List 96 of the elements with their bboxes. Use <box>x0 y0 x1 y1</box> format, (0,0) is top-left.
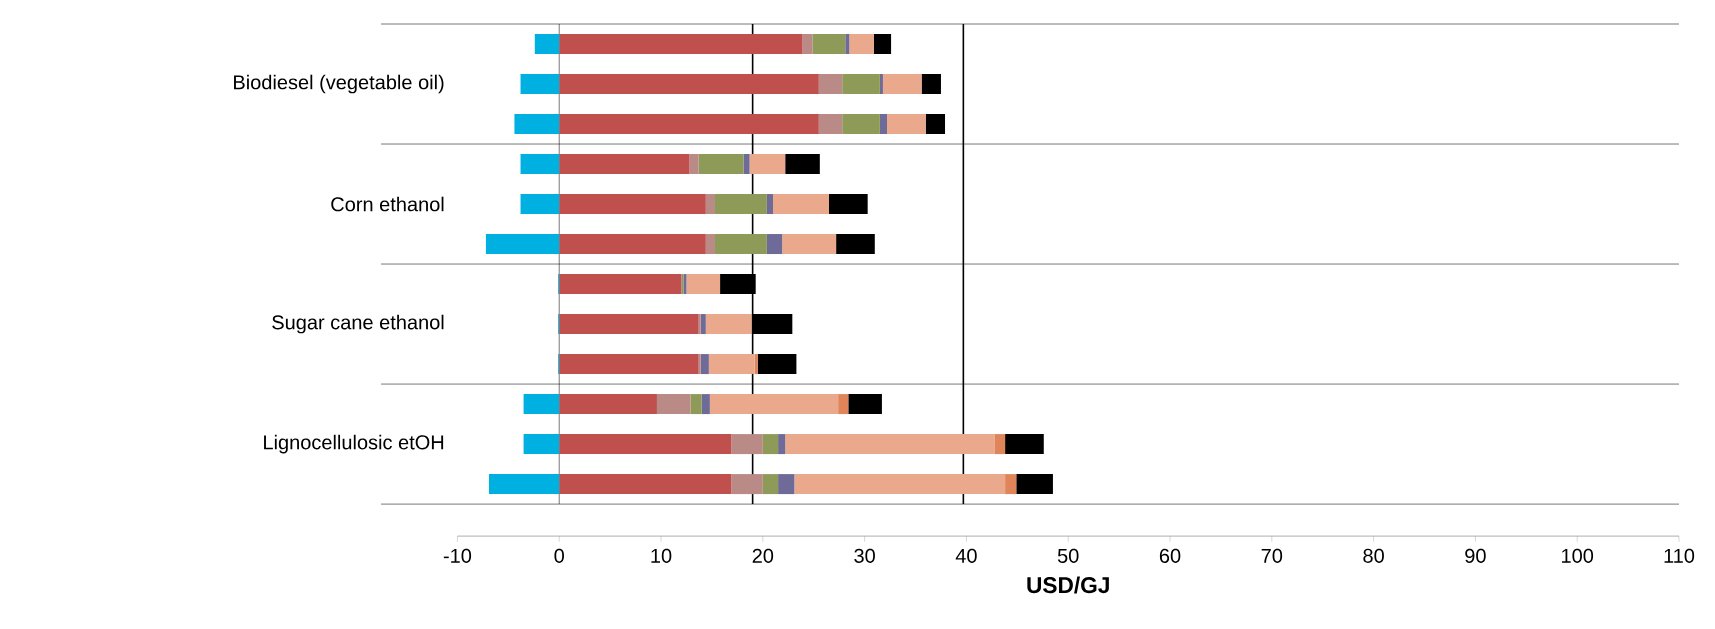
bar <box>1005 433 1044 454</box>
bar <box>848 393 882 414</box>
x-tick-label: 40 <box>955 548 977 563</box>
bar <box>656 393 691 414</box>
x-tick-label: 60 <box>1159 548 1181 563</box>
bar <box>1005 473 1017 494</box>
bar <box>887 113 926 134</box>
bar <box>523 393 560 414</box>
bar <box>686 273 721 294</box>
bar <box>842 73 880 94</box>
bar <box>705 193 715 214</box>
x-tick-label: 20 <box>752 548 774 563</box>
bar <box>559 273 682 294</box>
bar <box>708 353 755 374</box>
bar <box>818 73 843 94</box>
bar <box>925 113 946 134</box>
bar <box>818 113 843 134</box>
bar <box>559 33 803 54</box>
bar <box>559 473 732 494</box>
bar <box>559 113 819 134</box>
bar <box>520 153 560 174</box>
x-axis-title: USD/GJ <box>1027 576 1109 594</box>
x-tick-label: 10 <box>651 548 672 563</box>
bar <box>709 393 839 414</box>
bar <box>698 153 744 174</box>
bar <box>778 473 795 494</box>
bar <box>520 193 560 214</box>
bar <box>828 193 868 214</box>
bar <box>731 433 763 454</box>
bar <box>559 353 699 374</box>
bar <box>766 233 783 254</box>
bar <box>700 313 706 334</box>
bar <box>698 353 701 374</box>
x-tick-label: 90 <box>1465 548 1486 563</box>
bar <box>705 313 752 334</box>
bar <box>700 353 709 374</box>
x-tick-label: 0 <box>554 548 564 563</box>
bar <box>701 393 710 414</box>
bar <box>559 393 657 414</box>
bar <box>812 33 846 54</box>
bar <box>802 33 813 54</box>
bar <box>879 73 883 94</box>
bar <box>488 473 560 494</box>
bar <box>559 73 819 94</box>
bar <box>994 433 1006 454</box>
bar <box>754 353 758 374</box>
bar <box>882 73 922 94</box>
bar <box>534 33 560 54</box>
y-tick-label: Corn ethanol <box>331 196 444 212</box>
y-tick-label: Sugar cane ethanol <box>272 314 444 334</box>
y-tick-label: Lignocellulosic etOH <box>264 434 444 454</box>
bar <box>921 73 941 94</box>
bar <box>689 153 699 174</box>
bar <box>762 473 779 494</box>
bar <box>698 313 701 334</box>
bar <box>842 113 880 134</box>
x-tick-label: -10 <box>443 548 472 563</box>
bar <box>705 233 715 254</box>
y-tick-label: Biodiesel (vegetable oil) <box>234 74 444 94</box>
bar <box>514 113 560 134</box>
bar <box>559 313 699 334</box>
bar <box>873 33 892 54</box>
bar <box>743 153 750 174</box>
bar <box>731 473 763 494</box>
x-tick-label: 100 <box>1562 548 1594 563</box>
bar <box>559 193 706 214</box>
bar <box>520 73 560 94</box>
bar <box>559 433 732 454</box>
bar <box>838 393 849 414</box>
bar <box>523 433 560 454</box>
bar <box>794 473 1006 494</box>
bar <box>485 233 560 254</box>
bar <box>785 433 995 454</box>
x-tick-label: 70 <box>1261 548 1283 563</box>
bar <box>714 193 767 214</box>
bar <box>879 113 888 134</box>
bar <box>757 353 797 374</box>
x-tick-label: 30 <box>854 548 875 563</box>
bar <box>836 233 875 254</box>
x-tick-label: 80 <box>1363 548 1384 563</box>
bar <box>1016 473 1053 494</box>
bar <box>714 233 767 254</box>
bar <box>772 193 829 214</box>
bar <box>749 153 786 174</box>
x-tick-label: 110 <box>1664 548 1695 563</box>
bar <box>762 433 779 454</box>
bar <box>559 233 706 254</box>
bar <box>849 33 874 54</box>
bar <box>559 153 690 174</box>
bar <box>845 33 850 54</box>
bar <box>785 153 820 174</box>
x-tick-label: 50 <box>1057 548 1079 563</box>
bar <box>766 193 773 214</box>
bar <box>778 433 786 454</box>
bar <box>690 393 702 414</box>
bar <box>782 233 837 254</box>
